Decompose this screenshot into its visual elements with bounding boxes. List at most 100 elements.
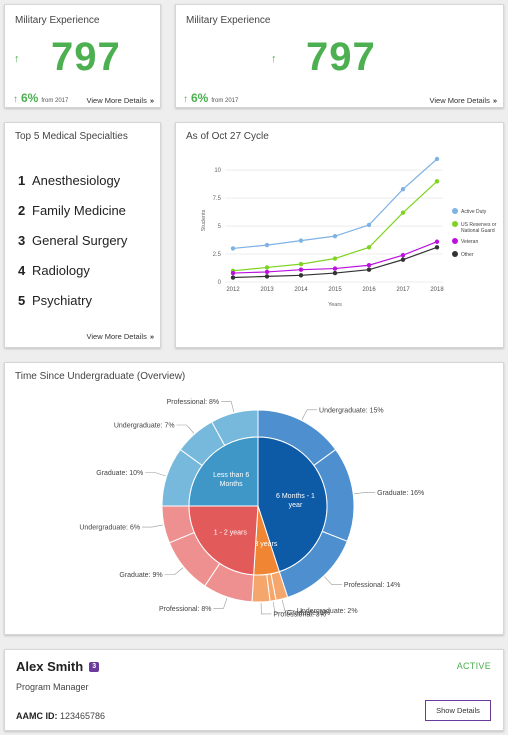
specialty-name: General Surgery [32, 232, 128, 248]
data-point [298, 261, 304, 267]
count-badge: 3 [89, 661, 100, 672]
rank-number: 4 [18, 262, 26, 278]
list-item: 4 Radiology [18, 255, 127, 285]
rank-number: 3 [18, 232, 26, 248]
specialty-name: Anesthesiology [32, 172, 121, 188]
legend-marker [452, 208, 458, 214]
slice-label: Professional: 3% [273, 611, 326, 618]
view-more-details-link[interactable]: View More Details» [87, 332, 154, 341]
data-point [434, 245, 440, 250]
inner-slice-label: 2-3 years [248, 541, 278, 548]
metric-card-2: Military Experience ↑ 797 ↑ 6% from 2017… [175, 4, 504, 108]
y-tick-label: 7.5 [213, 196, 222, 202]
data-point [332, 233, 338, 239]
data-point [298, 238, 304, 243]
inner-slice [257, 436, 328, 573]
data-point [264, 242, 270, 248]
label-leader [213, 597, 228, 609]
specialty-name: Family Medicine [32, 202, 126, 218]
sunburst-title: Time Since Undergraduate (Overview) [15, 371, 186, 382]
slice-label: Undergraduate: 6% [79, 525, 140, 532]
legend-label: Active Duty [461, 209, 487, 215]
show-details-button[interactable]: Show Details [425, 700, 491, 721]
slice-label: Graduate: 16% [377, 490, 424, 497]
profile-name: Alex Smith 3 [16, 659, 100, 674]
change-percent: 6% [21, 91, 39, 105]
data-point [298, 267, 304, 272]
data-point [366, 222, 372, 228]
x-axis-label: Years [328, 302, 342, 308]
legend-label: Veteran [461, 239, 478, 245]
view-more-label: View More Details [429, 96, 490, 105]
sunburst-card: Time Since Undergraduate (Overview) Grad… [4, 362, 504, 635]
line-chart-title: As of Oct 27 Cycle [186, 131, 269, 142]
change-from: from 2017 [41, 98, 69, 104]
slice-label: Undergraduate: 15% [319, 407, 384, 414]
y-axis-label: Students [201, 209, 207, 231]
aamc-id-label: AAMC ID: [16, 711, 58, 721]
y-tick-label: 10 [214, 168, 221, 174]
double-chevron-right-icon: » [149, 96, 154, 105]
specialties-list: 1 Anesthesiology 2 Family Medicine 3 Genera… [18, 165, 127, 315]
metric-card-title: Military Experience [186, 15, 271, 26]
label-leader [221, 401, 235, 413]
slice-label: Professional: 14% [344, 582, 400, 589]
data-point [434, 179, 440, 184]
specialties-card: Top 5 Medical Specialties 1 Anesthesiolog… [4, 122, 161, 348]
label-leader [145, 472, 166, 477]
x-tick-label: 2012 [226, 287, 240, 293]
data-point [434, 156, 440, 162]
data-point [400, 210, 406, 215]
data-point [366, 263, 372, 268]
view-more-details-link[interactable]: View More Details» [430, 96, 497, 105]
label-leader [142, 524, 163, 528]
rank-number: 2 [18, 202, 26, 218]
slice-label: Graduate: 10% [96, 470, 143, 477]
legend-marker [452, 251, 458, 257]
line-chart: 0 2.5 5 7.5 10 2012 2013 2014 2015 2016 2017 2018 Ye… [201, 156, 497, 308]
arrow-up-icon: ↑ [271, 53, 277, 65]
label-leader [164, 567, 184, 575]
change-from: from 2017 [211, 98, 239, 104]
x-tick-label: 2016 [362, 287, 376, 293]
metric-value: 797 [306, 35, 376, 79]
status-badge: ACTIVE [456, 661, 491, 671]
view-more-details-link[interactable]: View More Details» [87, 96, 154, 105]
label-leader [272, 601, 285, 613]
data-point [230, 275, 236, 280]
slice-label: Graduate: 9% [119, 572, 162, 579]
x-tick-label: 2018 [430, 287, 444, 293]
view-more-label: View More Details [86, 332, 147, 341]
list-item: 5 Psychiatry [18, 285, 127, 315]
data-point [230, 246, 236, 251]
slice-label: Professional: 8% [159, 606, 212, 613]
label-leader [354, 492, 376, 495]
data-point [264, 274, 270, 279]
metric-value: 797 [51, 35, 121, 79]
change-row: ↑ 6% from 2017 [183, 91, 238, 105]
profile-card: Alex Smith 3 Program Manager AAMC ID: 12… [4, 649, 504, 731]
data-point [366, 245, 372, 250]
legend-marker [452, 221, 458, 227]
slice-label: Graduate: 1% [287, 610, 330, 617]
inner-slice [188, 436, 259, 507]
data-point [400, 257, 406, 262]
x-tick-label: 2017 [396, 287, 410, 293]
legend-label: Other [461, 252, 474, 258]
line-chart-card: As of Oct 27 Cycle 0 2.5 5 7.5 10 2012 2013 201… [175, 122, 504, 348]
label-leader [176, 424, 195, 434]
inner-slice-label: 6 Months - 1 year [276, 493, 315, 509]
double-chevron-right-icon: » [492, 96, 497, 105]
data-point [230, 270, 236, 276]
x-tick-label: 2014 [294, 287, 308, 293]
rank-number: 5 [18, 292, 26, 308]
slice-label: Professional: 8% [167, 399, 220, 406]
slice-label: Undergraduate: 2% [297, 608, 358, 615]
data-point [298, 273, 304, 278]
data-point [332, 266, 338, 271]
label-leader [281, 599, 295, 611]
data-point [400, 252, 406, 258]
arrow-up-icon: ↑ [13, 94, 18, 105]
data-point [264, 265, 270, 270]
x-tick-label: 2015 [328, 287, 342, 293]
